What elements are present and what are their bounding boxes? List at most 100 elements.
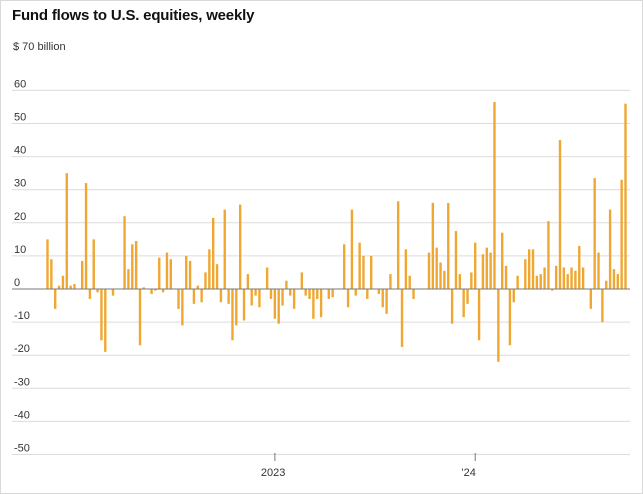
flow-bar (462, 289, 465, 318)
flow-bar (258, 289, 261, 308)
flow-bar (574, 270, 577, 290)
flow-bar (292, 289, 296, 309)
flow-bar (616, 274, 619, 289)
y-tick-label: -20 (14, 343, 30, 355)
y-tick-label: -50 (14, 443, 30, 455)
flow-bar (558, 140, 562, 289)
flow-bar (65, 173, 68, 289)
flow-bar (281, 289, 284, 306)
flow-bar (231, 289, 234, 341)
flow-bar (196, 285, 199, 289)
flow-bar (504, 265, 508, 289)
x-tick-label: 2023 (261, 467, 285, 479)
flow-bar (69, 285, 72, 289)
flow-bar (354, 289, 357, 296)
flow-bar (227, 289, 230, 304)
flow-bar (578, 245, 581, 289)
flow-bar (605, 280, 608, 290)
flow-bar (489, 252, 492, 289)
flow-bar (608, 209, 612, 289)
y-tick-label: -10 (14, 310, 30, 322)
flow-bar (327, 289, 330, 299)
y-tick-label: -30 (14, 376, 30, 388)
flow-bar (235, 289, 238, 326)
flow-bar (466, 289, 469, 304)
y-tick-label: 10 (14, 244, 26, 256)
y-tick-label: 40 (14, 145, 26, 157)
flow-bar (531, 249, 535, 289)
flow-bar (273, 289, 277, 319)
flow-bar (547, 221, 550, 289)
flow-bar (551, 289, 554, 291)
flow-bar (497, 289, 500, 362)
flow-bar (346, 289, 350, 308)
flow-bar (396, 201, 400, 289)
flow-bar (620, 179, 623, 289)
flow-bar (481, 254, 485, 290)
flow-bar (581, 267, 585, 290)
y-axis-unit-label: $ 70 billion (13, 41, 66, 53)
flow-bar (285, 280, 288, 290)
flow-bar (527, 249, 531, 289)
flow-bar (161, 289, 165, 293)
flow-bar (400, 289, 404, 347)
y-tick-label: 50 (14, 112, 26, 124)
flow-bar (369, 255, 373, 289)
flow-bar (181, 289, 184, 326)
flow-bar (377, 289, 381, 294)
flow-bar (501, 232, 504, 289)
flow-bar (185, 255, 188, 289)
flow-bar (254, 289, 257, 296)
flow-bar (366, 289, 369, 299)
flow-bar (474, 242, 477, 289)
flow-bar (177, 289, 180, 309)
flow-bar (57, 285, 61, 289)
flow-bar (100, 289, 103, 341)
flow-bar (508, 289, 512, 346)
flow-bar (358, 242, 361, 289)
flow-bar (412, 289, 415, 299)
flow-bar (289, 289, 292, 296)
flow-bar (142, 287, 146, 290)
flow-bar (535, 275, 539, 289)
flow-bar (612, 269, 616, 289)
flow-bar (427, 252, 431, 289)
flow-bar (138, 289, 142, 346)
flow-bar (54, 289, 57, 309)
flow-bar (188, 260, 192, 290)
flow-bar (127, 269, 130, 289)
flow-bar (439, 262, 442, 289)
flow-bar (493, 101, 496, 289)
flow-bar (304, 289, 307, 296)
flow-bar (269, 289, 273, 299)
flow-bar (624, 103, 627, 289)
flow-bar (516, 275, 519, 289)
flow-bar (404, 249, 408, 289)
flow-bar (454, 231, 458, 289)
flow-bar (470, 272, 473, 289)
y-tick-label: 0 (14, 277, 20, 289)
flow-bar (111, 289, 115, 296)
flow-bar (277, 289, 280, 324)
flow-bar (435, 247, 438, 290)
y-tick-label: 30 (14, 178, 26, 190)
flow-bar (192, 289, 196, 304)
flow-bar (92, 239, 95, 289)
flow-bar (343, 244, 346, 289)
flow-bar (554, 265, 558, 289)
flow-bar (316, 289, 319, 299)
flow-bar (543, 267, 546, 290)
flow-bar (566, 274, 569, 289)
flow-bar (123, 216, 126, 289)
flow-bar (539, 274, 542, 289)
flow-bar (250, 289, 253, 306)
flow-bar (204, 272, 207, 289)
flow-bar (215, 264, 219, 289)
flow-bar (362, 255, 365, 289)
flow-bar (50, 259, 53, 289)
flow-bar (165, 252, 169, 289)
flow-bar (96, 289, 99, 293)
flow-bar (212, 217, 215, 289)
flow-bar (265, 267, 269, 290)
